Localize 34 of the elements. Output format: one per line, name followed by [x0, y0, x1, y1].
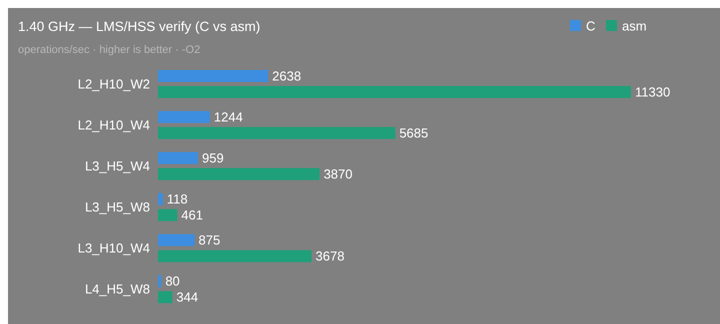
y-tick-label: L2_H10_W4	[78, 118, 150, 133]
bar	[158, 291, 172, 304]
data-label: 959	[202, 150, 224, 166]
legend-label: asm	[622, 18, 647, 34]
y-tick-label: L3_H10_W4	[78, 240, 150, 256]
data-label: 1244	[214, 110, 243, 125]
bar	[158, 193, 163, 206]
data-label: 2638	[272, 68, 302, 84]
bar	[158, 275, 162, 288]
legend-label: C	[586, 18, 596, 34]
data-label: 5685	[399, 126, 428, 141]
data-label: 11330	[635, 84, 670, 100]
bar	[158, 250, 312, 262]
bar	[158, 209, 178, 222]
data-label: 461	[181, 208, 203, 223]
bar	[158, 168, 320, 180]
data-label: 875	[198, 232, 220, 248]
data-label: 3678	[316, 248, 344, 264]
data-label: 118	[166, 192, 188, 207]
chart-subtitle: operations/sec · higher is better · -O2	[18, 44, 200, 56]
bar	[158, 127, 396, 140]
data-label: 3870	[324, 166, 352, 182]
data-label: 344	[176, 290, 198, 305]
data-label: 80	[165, 274, 180, 289]
bar	[158, 86, 631, 98]
y-tick-label: L2_H10_W2	[78, 76, 150, 92]
bar	[158, 70, 268, 82]
y-tick-label: L3_H5_W4	[84, 158, 150, 174]
y-tick-label: L4_H5_W8	[84, 282, 150, 297]
bar	[158, 152, 198, 164]
y-tick-label: L3_H5_W8	[84, 200, 150, 215]
chart-title: 1.40 GHz — LMS/HSS verify (C vs asm)	[18, 19, 260, 34]
bar	[158, 234, 195, 246]
bar	[158, 111, 210, 124]
